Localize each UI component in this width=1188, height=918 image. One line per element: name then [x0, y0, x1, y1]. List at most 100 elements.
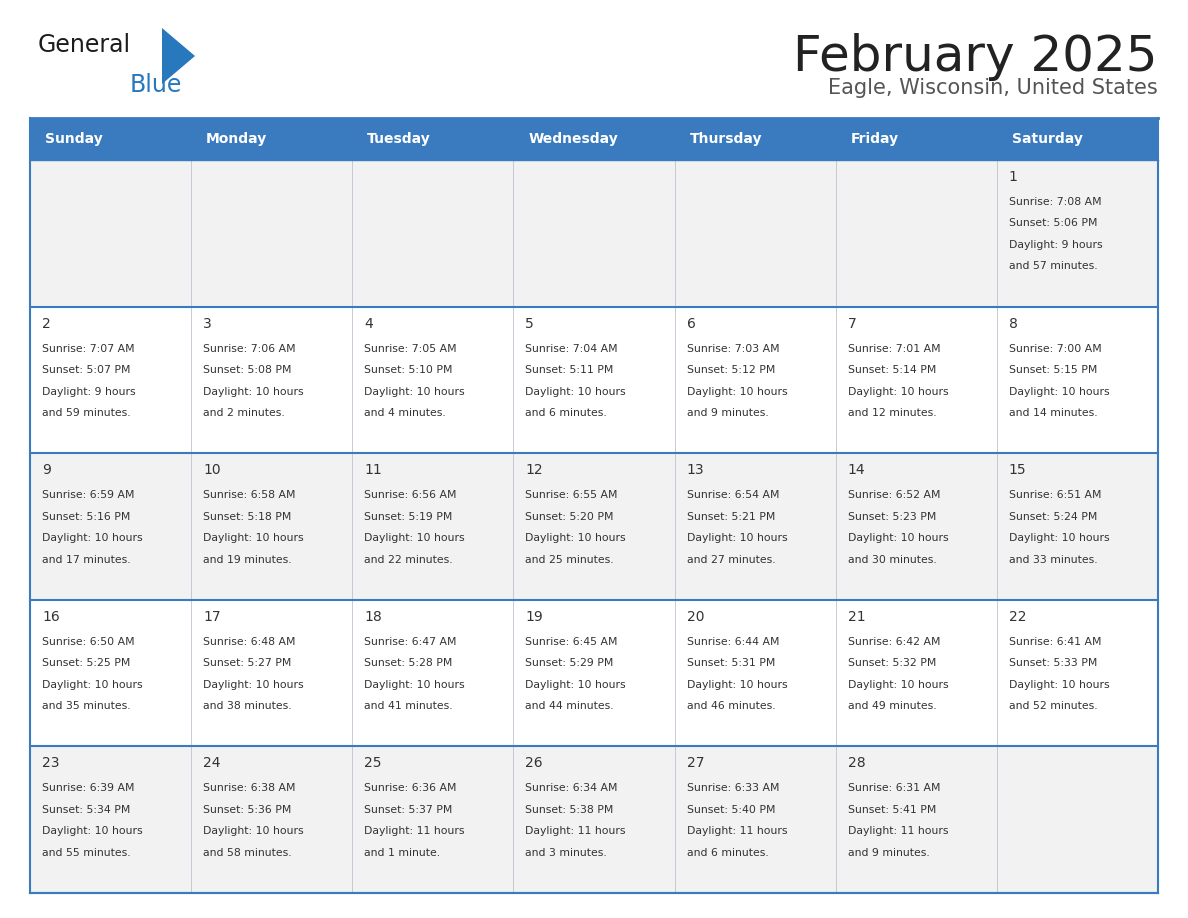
Text: Sunrise: 6:51 AM: Sunrise: 6:51 AM — [1009, 490, 1101, 500]
Text: Sunrise: 6:33 AM: Sunrise: 6:33 AM — [687, 783, 779, 793]
Text: 9: 9 — [42, 464, 51, 477]
Text: and 19 minutes.: and 19 minutes. — [203, 554, 292, 565]
Text: Sunset: 5:21 PM: Sunset: 5:21 PM — [687, 511, 775, 521]
Text: Sunrise: 6:52 AM: Sunrise: 6:52 AM — [848, 490, 940, 500]
Text: and 33 minutes.: and 33 minutes. — [1009, 554, 1098, 565]
Bar — [835, 746, 997, 893]
Bar — [835, 453, 997, 599]
Text: Sunset: 5:16 PM: Sunset: 5:16 PM — [42, 511, 131, 521]
Text: and 59 minutes.: and 59 minutes. — [42, 409, 131, 418]
Text: Sunset: 5:28 PM: Sunset: 5:28 PM — [365, 658, 453, 668]
Text: 20: 20 — [687, 610, 704, 624]
Text: Sunset: 5:19 PM: Sunset: 5:19 PM — [365, 511, 453, 521]
Text: Daylight: 10 hours: Daylight: 10 hours — [848, 680, 948, 689]
Bar — [997, 453, 1158, 599]
Text: 24: 24 — [203, 756, 221, 770]
Text: 5: 5 — [525, 317, 535, 330]
Text: Sunset: 5:33 PM: Sunset: 5:33 PM — [1009, 658, 1098, 668]
Text: Sunrise: 6:38 AM: Sunrise: 6:38 AM — [203, 783, 296, 793]
Text: Daylight: 10 hours: Daylight: 10 hours — [365, 386, 465, 397]
Bar — [353, 746, 513, 893]
Bar — [191, 453, 353, 599]
Text: Sunrise: 6:42 AM: Sunrise: 6:42 AM — [848, 637, 940, 647]
Text: and 55 minutes.: and 55 minutes. — [42, 848, 131, 858]
Text: and 30 minutes.: and 30 minutes. — [848, 554, 936, 565]
Text: Friday: Friday — [851, 132, 899, 146]
Text: and 38 minutes.: and 38 minutes. — [203, 701, 292, 711]
Text: Daylight: 10 hours: Daylight: 10 hours — [687, 386, 788, 397]
Text: Sunrise: 7:06 AM: Sunrise: 7:06 AM — [203, 343, 296, 353]
Text: Sunset: 5:25 PM: Sunset: 5:25 PM — [42, 658, 131, 668]
Text: Sunrise: 7:00 AM: Sunrise: 7:00 AM — [1009, 343, 1101, 353]
Text: and 9 minutes.: and 9 minutes. — [687, 409, 769, 418]
Text: 15: 15 — [1009, 464, 1026, 477]
Polygon shape — [162, 28, 195, 84]
Text: Sunset: 5:29 PM: Sunset: 5:29 PM — [525, 658, 614, 668]
Text: 12: 12 — [525, 464, 543, 477]
Text: 6: 6 — [687, 317, 695, 330]
Text: Sunset: 5:36 PM: Sunset: 5:36 PM — [203, 805, 291, 815]
Bar — [513, 160, 675, 307]
Text: and 58 minutes.: and 58 minutes. — [203, 848, 292, 858]
Bar — [353, 453, 513, 599]
Text: Sunset: 5:27 PM: Sunset: 5:27 PM — [203, 658, 291, 668]
Text: Daylight: 10 hours: Daylight: 10 hours — [525, 680, 626, 689]
Text: 17: 17 — [203, 610, 221, 624]
Text: 21: 21 — [848, 610, 865, 624]
Text: Sunrise: 7:04 AM: Sunrise: 7:04 AM — [525, 343, 618, 353]
Bar — [191, 746, 353, 893]
Text: Daylight: 10 hours: Daylight: 10 hours — [1009, 680, 1110, 689]
Text: Sunset: 5:12 PM: Sunset: 5:12 PM — [687, 365, 775, 375]
Bar — [997, 746, 1158, 893]
Text: 22: 22 — [1009, 610, 1026, 624]
Text: Daylight: 10 hours: Daylight: 10 hours — [848, 533, 948, 543]
Text: Daylight: 10 hours: Daylight: 10 hours — [203, 533, 304, 543]
Text: and 46 minutes.: and 46 minutes. — [687, 701, 776, 711]
Text: Sunset: 5:18 PM: Sunset: 5:18 PM — [203, 511, 291, 521]
Text: Sunrise: 6:58 AM: Sunrise: 6:58 AM — [203, 490, 296, 500]
Bar — [513, 599, 675, 746]
Bar — [675, 160, 835, 307]
Text: and 52 minutes.: and 52 minutes. — [1009, 701, 1098, 711]
Bar — [513, 307, 675, 453]
Text: 8: 8 — [1009, 317, 1018, 330]
Text: 28: 28 — [848, 756, 865, 770]
Text: and 44 minutes.: and 44 minutes. — [525, 701, 614, 711]
Text: Daylight: 10 hours: Daylight: 10 hours — [1009, 386, 1110, 397]
Text: Sunrise: 7:03 AM: Sunrise: 7:03 AM — [687, 343, 779, 353]
Bar — [191, 160, 353, 307]
Bar — [675, 599, 835, 746]
Bar — [997, 160, 1158, 307]
Bar — [835, 307, 997, 453]
Text: 1: 1 — [1009, 170, 1018, 184]
Text: 16: 16 — [42, 610, 59, 624]
Text: Daylight: 10 hours: Daylight: 10 hours — [1009, 533, 1110, 543]
Bar — [513, 746, 675, 893]
Text: Daylight: 10 hours: Daylight: 10 hours — [525, 533, 626, 543]
Bar — [30, 746, 191, 893]
Text: Wednesday: Wednesday — [529, 132, 618, 146]
Text: Daylight: 9 hours: Daylight: 9 hours — [1009, 240, 1102, 250]
Text: and 4 minutes.: and 4 minutes. — [365, 409, 446, 418]
Bar — [675, 453, 835, 599]
Text: Sunset: 5:32 PM: Sunset: 5:32 PM — [848, 658, 936, 668]
Text: and 6 minutes.: and 6 minutes. — [687, 848, 769, 858]
Bar — [997, 307, 1158, 453]
Text: 7: 7 — [848, 317, 857, 330]
Text: Sunday: Sunday — [45, 132, 102, 146]
Text: and 25 minutes.: and 25 minutes. — [525, 554, 614, 565]
Text: Daylight: 11 hours: Daylight: 11 hours — [525, 826, 626, 836]
Text: 11: 11 — [365, 464, 383, 477]
Text: and 2 minutes.: and 2 minutes. — [203, 409, 285, 418]
Text: Sunrise: 7:01 AM: Sunrise: 7:01 AM — [848, 343, 941, 353]
Text: Sunset: 5:10 PM: Sunset: 5:10 PM — [365, 365, 453, 375]
Bar — [30, 118, 191, 160]
Bar — [191, 599, 353, 746]
Text: Sunset: 5:40 PM: Sunset: 5:40 PM — [687, 805, 775, 815]
Text: Daylight: 10 hours: Daylight: 10 hours — [203, 680, 304, 689]
Text: Sunrise: 7:05 AM: Sunrise: 7:05 AM — [365, 343, 457, 353]
Bar — [835, 118, 997, 160]
Text: Sunset: 5:11 PM: Sunset: 5:11 PM — [525, 365, 614, 375]
Bar — [675, 118, 835, 160]
Text: Sunset: 5:14 PM: Sunset: 5:14 PM — [848, 365, 936, 375]
